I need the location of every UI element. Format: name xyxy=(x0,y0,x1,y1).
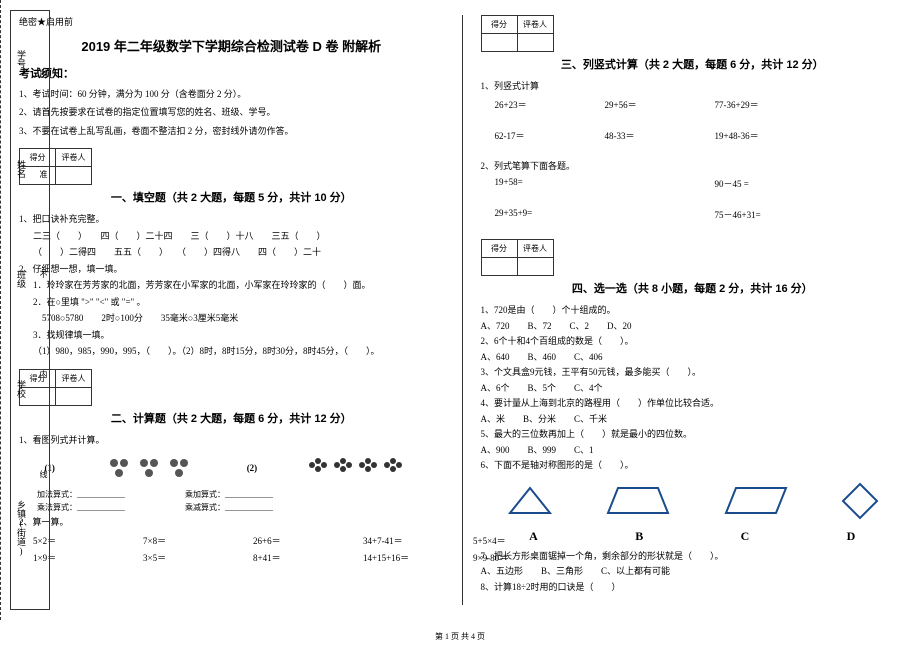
calc: 26+6＝ xyxy=(253,534,333,547)
section-4-title: 四、选一选（共 8 小题，每题 2 分，共计 16 分） xyxy=(481,280,905,296)
right-column: 得分评卷人 三、列竖式计算（共 2 大题，每题 6 分，共计 12 分） 1、列… xyxy=(463,0,920,620)
calc: 29+35+9= xyxy=(495,208,575,221)
score-head: 得分 xyxy=(481,240,517,258)
q2-line: 1．玲玲家在芳芳家的北面，芳芳家在小军家的北面，小军家在玲玲家的（ ）面。 xyxy=(19,279,444,293)
q1: 1、把口诀补充完整。 xyxy=(19,213,444,227)
calc: 48-33＝ xyxy=(605,129,685,142)
dash-label: 线 xyxy=(38,470,49,478)
item-q: 3、个文具盒9元钱，王平有50元钱，最多能买（ ）。 xyxy=(481,366,905,380)
item-c: A、900 B、999 C、1 xyxy=(481,444,905,458)
q1-line: （ ）二得四 五五（ ） （ ）四得八 四（ ）二十 xyxy=(19,246,444,260)
section-1-title: 一、填空题（共 2 大题，每题 5 分，共计 10 分） xyxy=(19,189,444,205)
q2-line: （1）980，985，990，995，（ ）。（2）8时，8时15分，8时30分… xyxy=(19,345,444,359)
score-box: 得分评卷人 xyxy=(481,15,905,52)
eq: 加法算式：____________ xyxy=(37,489,125,500)
calc: 19+48-36＝ xyxy=(715,129,795,142)
score-head: 评卷人 xyxy=(517,240,553,258)
diamond-icon xyxy=(840,481,880,521)
binding-label: 乡镇(街道) xyxy=(15,500,28,556)
calc: 19+58= xyxy=(495,177,575,190)
score-head: 评卷人 xyxy=(56,369,92,387)
binding-label: 学号 xyxy=(15,50,28,68)
binding-label: 班级 xyxy=(15,270,28,288)
s2-q2: 2、算一算。 xyxy=(19,516,444,530)
calc xyxy=(605,177,685,190)
section-2-title: 二、计算题（共 2 大题，每题 6 分，共计 12 分） xyxy=(19,410,444,426)
eq: 乘减算式：____________ xyxy=(185,502,273,513)
pic-label-2: (2) xyxy=(247,463,258,473)
item-q: 8、计算18÷2时用的口诀是（ ） xyxy=(481,581,905,595)
item-q: 7、把长方形桌面锯掉一个角，剩余部分的形状就是（ ）。 xyxy=(481,550,905,564)
q2-line: 3．找规律填一填。 xyxy=(19,329,444,343)
s2-q1: 1、看图列式并计算。 xyxy=(19,434,444,448)
notice-head: 考试须知： xyxy=(19,65,444,81)
parallelogram-icon xyxy=(721,483,791,518)
s3-q2: 2、列式笔算下面各题。 xyxy=(481,160,905,174)
exam-title: 2019 年二年级数学下学期综合检测试卷 D 卷 附解析 xyxy=(19,36,444,55)
binding-label: 姓名 xyxy=(15,160,28,178)
page-footer: 第 1 页 共 4 页 xyxy=(0,631,920,642)
rules-block: 1、考试时间：60 分钟，满分为 100 分（含卷面分 2 分）。 2、请首先按… xyxy=(19,87,444,138)
item-q: 4、要计量从上海到北京的路程用（ ）作单位比较合适。 xyxy=(481,397,905,411)
calc: 90－45 = xyxy=(715,177,795,190)
binding-margin: 学号 姓名 班级 学校 乡镇(街道) 密 准 不 内 线 xyxy=(0,0,1,620)
calc: 29+56＝ xyxy=(605,98,685,111)
item-c: A、640 B、460 C、406 xyxy=(481,351,905,365)
flower-icons xyxy=(308,453,418,483)
calc: 7×8＝ xyxy=(143,534,223,547)
item-q: 1、720是由（ ）个十组成的。 xyxy=(481,304,905,318)
item-c: A、五边形 B、三角形 C、以上都有可能 xyxy=(481,565,905,579)
calc xyxy=(605,208,685,221)
calc: 77-36+29＝ xyxy=(715,98,795,111)
score-head: 评卷人 xyxy=(517,16,553,34)
secret-label: 绝密★启用前 xyxy=(19,15,444,28)
shape-label: C xyxy=(741,529,750,544)
shape-label: B xyxy=(635,529,643,544)
calc: 3×5＝ xyxy=(143,551,223,564)
score-box: 得分评卷人 xyxy=(19,369,444,406)
calc: 62-17＝ xyxy=(495,129,575,142)
calc: 75－46+31= xyxy=(715,208,795,221)
item-c: A、米 B、分米 C、千米 xyxy=(481,413,905,427)
eq: 乘法算式：____________ xyxy=(37,502,125,513)
section-3-title: 三、列竖式计算（共 2 大题，每题 6 分，共计 12 分） xyxy=(481,56,905,72)
rule: 3、不要在试卷上乱写乱画，卷面不整洁扣 2 分，密封线外请勿作答。 xyxy=(19,124,444,138)
picture-row: (1) (2) xyxy=(19,453,444,483)
calc: 8+41＝ xyxy=(253,551,333,564)
item-q: 6、下面不是轴对称图形的是（ ）。 xyxy=(481,459,905,473)
score-head: 得分 xyxy=(481,16,517,34)
butterfly-icons xyxy=(106,453,196,483)
item-c: A、720 B、72 C、2 D、20 xyxy=(481,320,905,334)
rule: 2、请首先按要求在试卷的指定位置填写您的姓名、班级、学号。 xyxy=(19,105,444,119)
calc: 26+23＝ xyxy=(495,98,575,111)
dash-label: 内 xyxy=(38,370,49,378)
calc: 34+7-41＝ xyxy=(363,534,443,547)
triangle-icon xyxy=(505,483,555,518)
q1-line: 二三（ ） 四（ ）二十四 三（ ）十八 三五（ ） xyxy=(19,230,444,244)
q2-line: 2．在○里填 ">" "<" 或 "=" 。 xyxy=(19,296,444,310)
item-q: 2、6个十和4个百组成的数是（ ）。 xyxy=(481,335,905,349)
trapezoid-icon xyxy=(603,483,673,518)
rule: 1、考试时间：60 分钟，满分为 100 分（含卷面分 2 分）。 xyxy=(19,87,444,101)
score-box: 得分评卷人 xyxy=(19,148,444,185)
shape-label: A xyxy=(529,529,538,544)
q2-line: 5708○5780 2时○100分 35毫米○3厘米5毫米 xyxy=(19,312,444,326)
item-q: 5、最大的三位数再加上（ ）就是最小的四位数。 xyxy=(481,428,905,442)
binding-label: 学校 xyxy=(15,380,28,398)
left-column: 绝密★启用前 2019 年二年级数学下学期综合检测试卷 D 卷 附解析 考试须知… xyxy=(1,0,462,620)
shape-label: D xyxy=(847,529,856,544)
dash-label: 不 xyxy=(38,270,49,278)
dash-label: 密 xyxy=(38,70,49,78)
calc: 14+15+16＝ xyxy=(363,551,443,564)
score-head: 评卷人 xyxy=(56,149,92,167)
s3-q1: 1、列竖式计算 xyxy=(481,80,905,94)
q2: 2、仔细想一想，填一填。 xyxy=(19,263,444,277)
item-c: A、6个 B、5个 C、4个 xyxy=(481,382,905,396)
score-box: 得分评卷人 xyxy=(481,239,905,276)
shapes-row xyxy=(481,481,905,521)
eq: 乘加算式：____________ xyxy=(185,489,273,500)
dash-label: 准 xyxy=(38,170,49,178)
